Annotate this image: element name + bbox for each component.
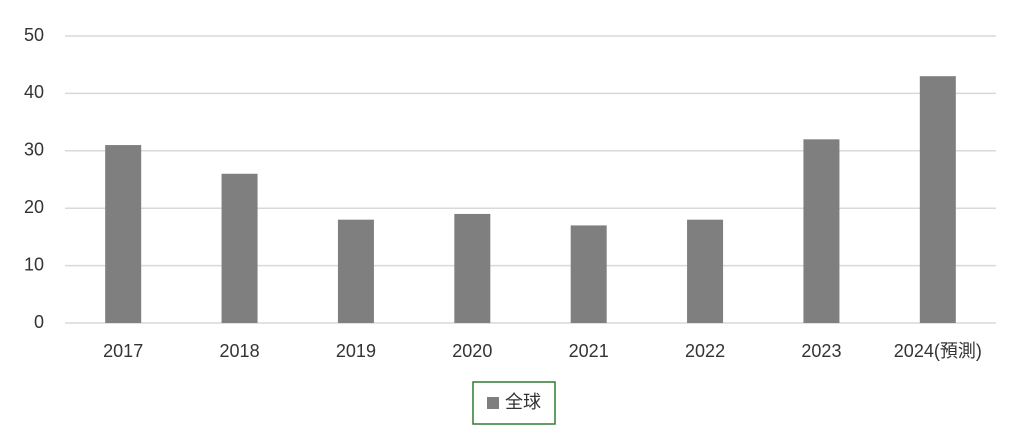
- bar: [570, 225, 607, 323]
- legend-label: 全球: [505, 392, 541, 412]
- y-tick-label: 40: [24, 82, 44, 102]
- legend-box: [472, 381, 556, 425]
- x-tick-label: 2021: [569, 341, 609, 361]
- y-tick-label: 20: [24, 197, 44, 217]
- x-tick-label: 2024(預測): [894, 341, 982, 361]
- y-tick-label: 0: [34, 312, 44, 332]
- bar: [337, 219, 374, 323]
- legend-swatch: [487, 397, 499, 409]
- bar: [687, 219, 724, 323]
- x-tick-label: 2023: [801, 341, 841, 361]
- bar: [105, 145, 142, 323]
- bar: [454, 213, 491, 323]
- x-tick-label: 2019: [336, 341, 376, 361]
- x-tick-label: 2020: [452, 341, 492, 361]
- y-tick-label: 10: [24, 254, 44, 274]
- bar: [919, 76, 956, 324]
- bar: [803, 139, 840, 323]
- x-tick-label: 2022: [685, 341, 725, 361]
- x-tick-label: 2018: [220, 341, 260, 361]
- bar: [221, 173, 258, 323]
- x-tick-label: 2017: [103, 341, 143, 361]
- y-tick-label: 30: [24, 140, 44, 160]
- y-tick-label: 50: [24, 25, 44, 45]
